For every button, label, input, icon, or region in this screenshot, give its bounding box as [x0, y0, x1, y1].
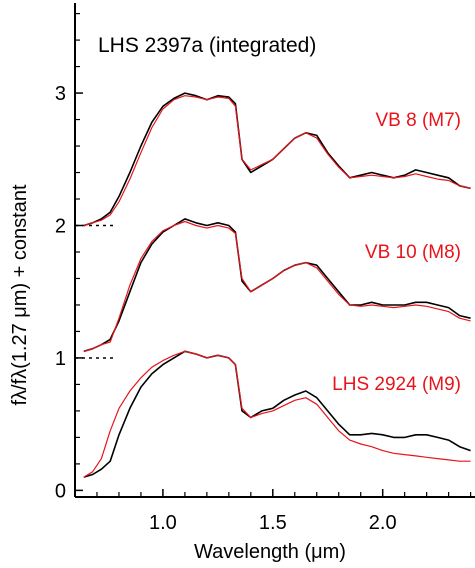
- x-tick-label: 1.5: [259, 512, 287, 534]
- comparison-spectrum-1: [83, 220, 471, 352]
- y-tick-label: 3: [55, 83, 66, 105]
- x-tick-label: 1.0: [149, 512, 177, 534]
- target-spectrum-1: [83, 218, 471, 353]
- comparison-spectrum-2: [83, 350, 471, 478]
- y-tick-label: 1: [55, 348, 66, 370]
- y-tick-label: 2: [55, 215, 66, 237]
- y-axis-title: fλ/fλ(1.27 μm) + constant: [9, 184, 31, 405]
- target-spectrum-2: [83, 350, 471, 478]
- comparison-label-1: VB 10 (M8): [365, 242, 461, 263]
- comparison-label-0: VB 8 (M7): [375, 110, 461, 131]
- comparison-spectrum-0: [83, 95, 471, 227]
- x-axis-title: Wavelength (μm): [194, 541, 346, 563]
- chart-title: LHS 2397a (integrated): [98, 34, 316, 57]
- comparison-label-2: LHS 2924 (M9): [332, 374, 461, 395]
- y-tick-label: 0: [55, 480, 66, 502]
- x-tick-label: 2.0: [369, 512, 397, 534]
